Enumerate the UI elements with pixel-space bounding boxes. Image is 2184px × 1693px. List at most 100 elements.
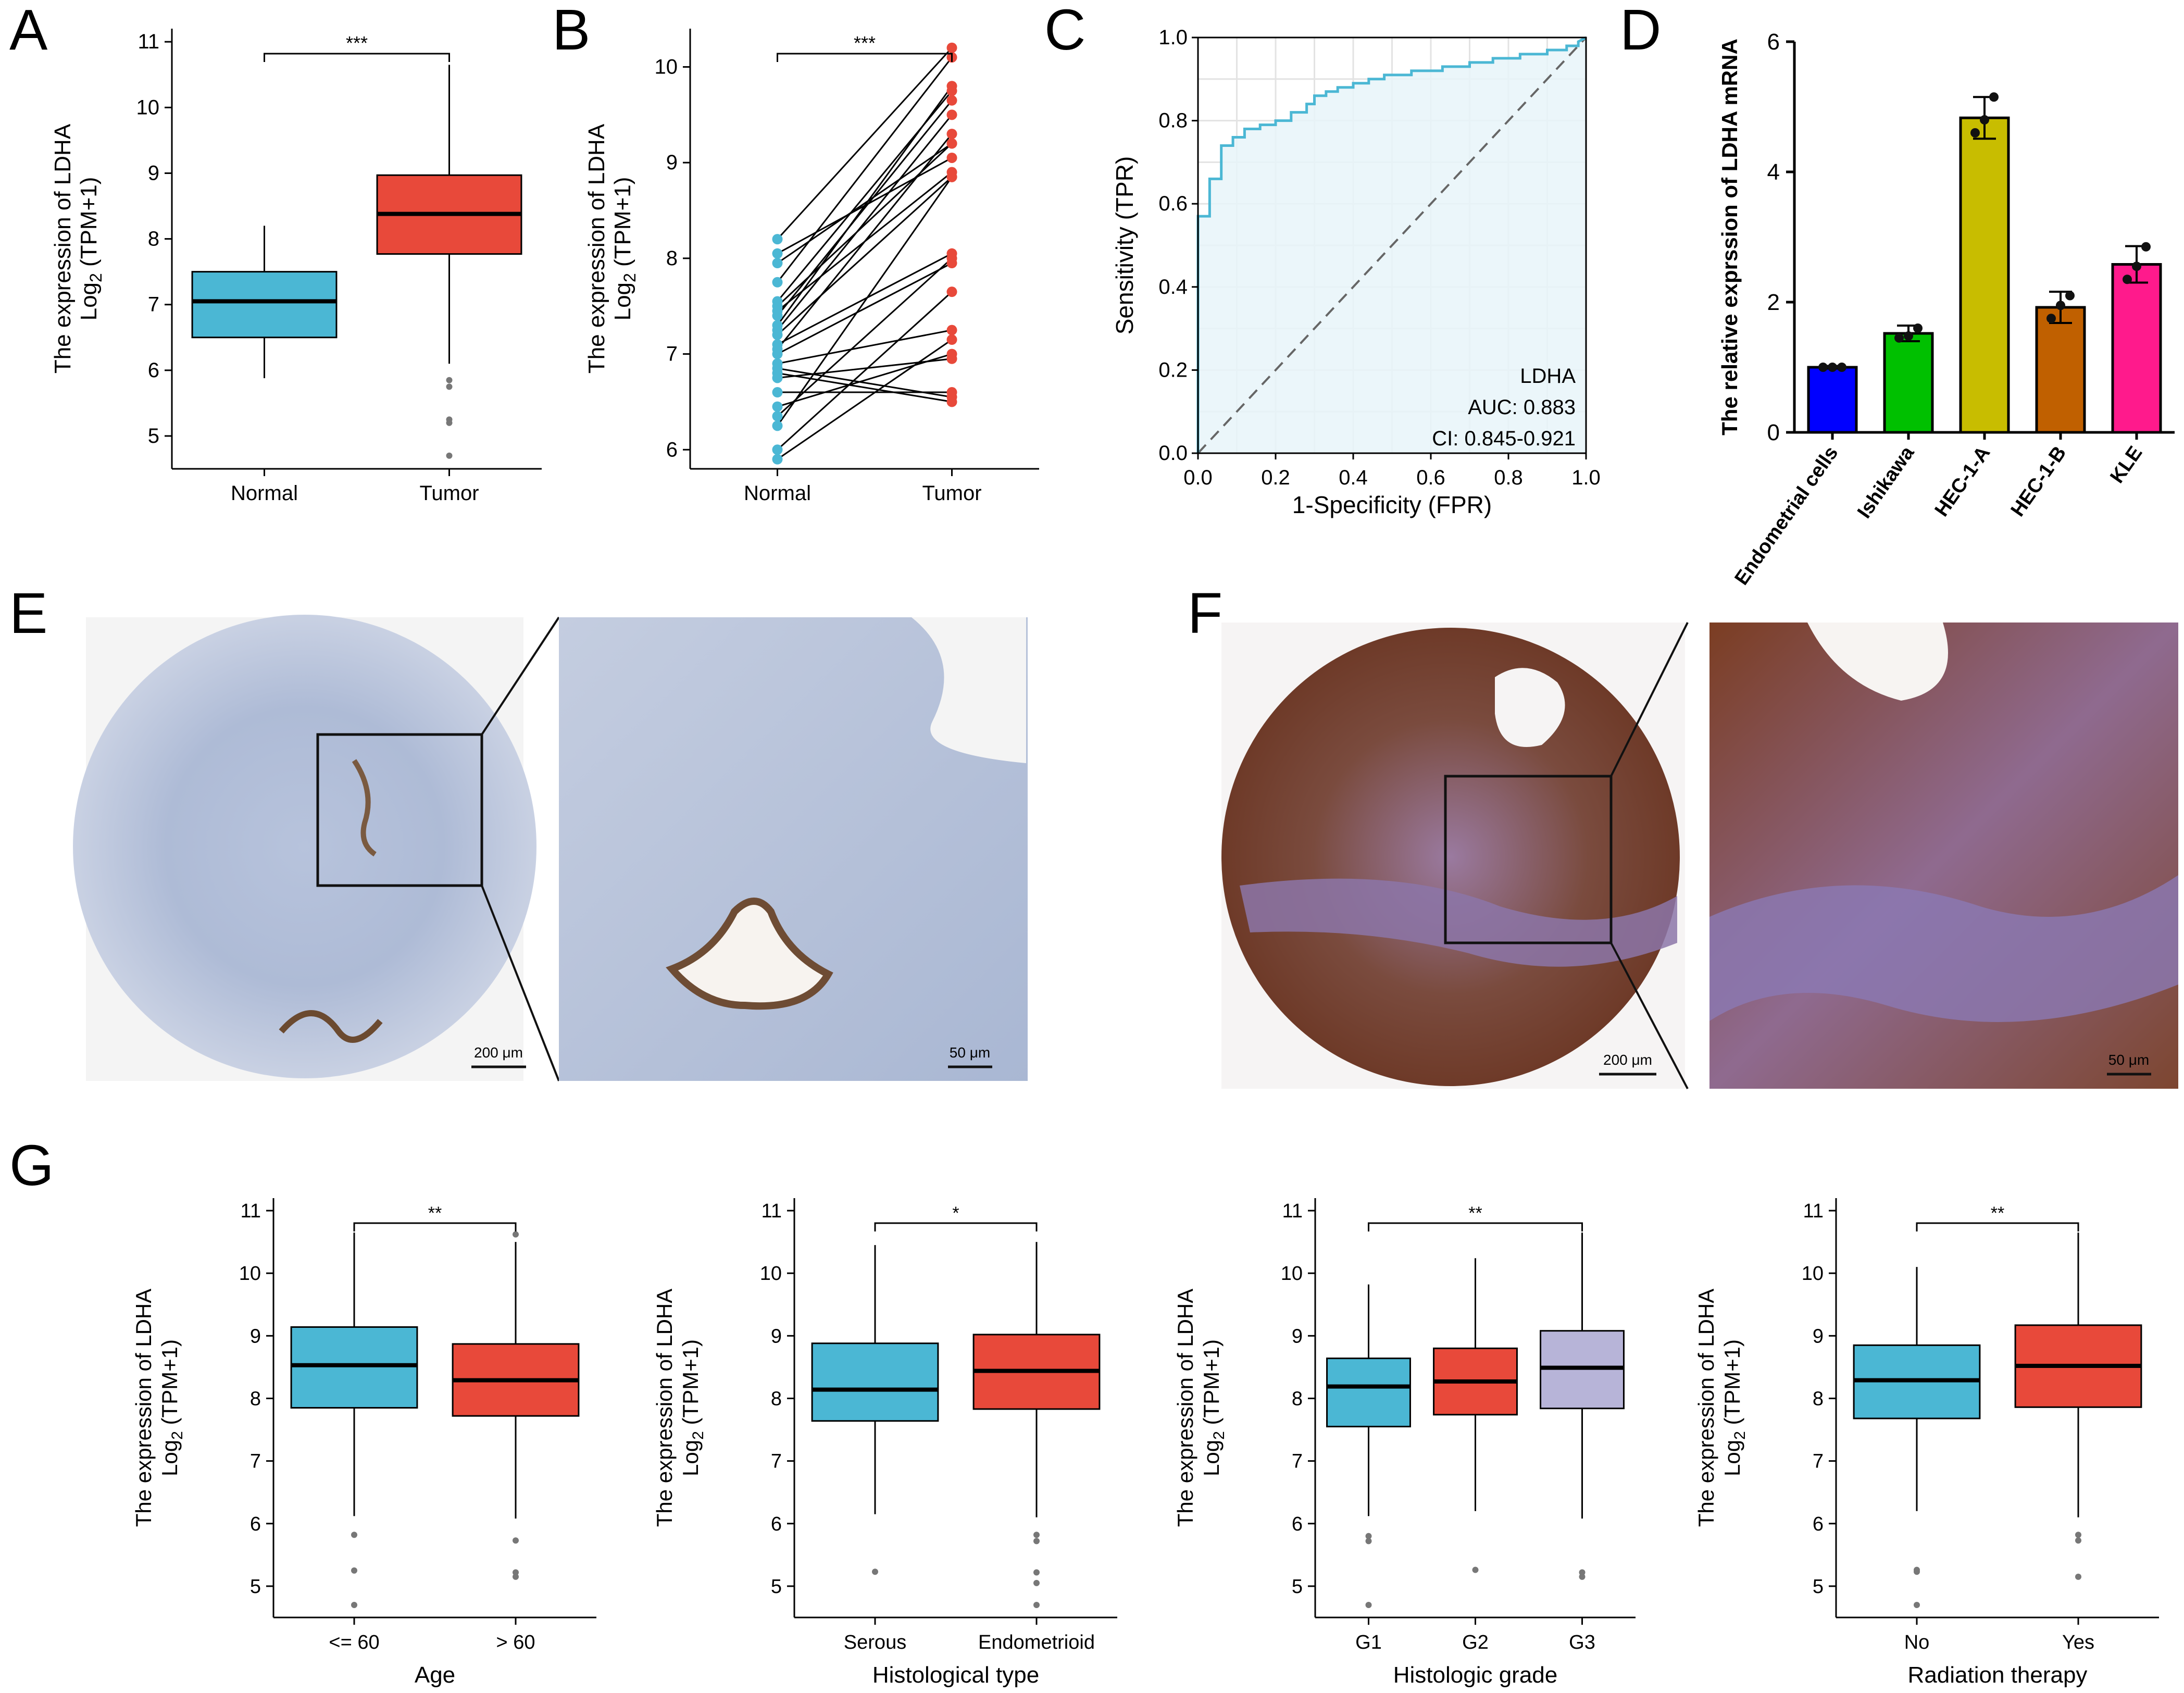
replicate-point	[2056, 301, 2065, 310]
y-axis-title-subscript: 2	[620, 273, 639, 282]
box-0	[191, 271, 338, 339]
y-tick-label: 10	[1802, 1263, 1824, 1285]
significance-bracket	[1916, 1222, 2079, 1231]
ihc-panel-f: 200 μm 50 μm	[1221, 622, 2178, 1089]
outlier-point	[446, 452, 453, 459]
replicate-point	[1989, 92, 1999, 102]
y-tick-label: 0.6	[1158, 192, 1188, 215]
ihc-f-zoom-box	[1444, 775, 1613, 944]
tumor-point	[946, 95, 957, 106]
x-tick-label: Tumor	[419, 482, 479, 505]
y-tick-label: 9	[771, 1325, 782, 1347]
pair-line	[777, 143, 953, 264]
y-tick-label: 5	[250, 1576, 261, 1598]
normal-point	[772, 348, 783, 359]
y-tick-label: 10	[1281, 1263, 1303, 1285]
outlier-point	[1033, 1579, 1040, 1586]
y-axis-title: The expression of LDHA	[1694, 1289, 1718, 1527]
y-axis-title-line2: Log2 (TPM+1)	[610, 177, 639, 321]
tumor-point	[946, 152, 957, 163]
y-tick-label: 0.8	[1158, 109, 1188, 132]
y-tick-label: 9	[1292, 1325, 1303, 1347]
y-axis-title: The expression of LDHA	[1173, 1289, 1197, 1527]
outlier-point	[1365, 1538, 1372, 1545]
panel-letter-g: G	[9, 1134, 54, 1198]
x-axis-title: 1-Specificity (FPR)	[1292, 491, 1492, 518]
replicate-point	[2065, 291, 2075, 301]
normal-point	[772, 329, 783, 340]
y-axis-title-unit: (TPM+1)	[76, 177, 102, 273]
x-tick-label: 0.2	[1261, 466, 1290, 489]
ihc-f-stroma-band	[1240, 878, 1677, 967]
tumor-point	[946, 109, 957, 120]
y-tick-label: 7	[1292, 1451, 1303, 1473]
outlier-point	[1579, 1569, 1586, 1576]
y-tick-label: 6	[1292, 1513, 1303, 1535]
y-axis-title-log: Log	[76, 282, 102, 320]
pair-line	[777, 114, 953, 331]
y-axis-title-subscript: 2	[169, 1431, 186, 1440]
x-tick-label: 0.4	[1339, 466, 1368, 489]
y-tick-label: 11	[762, 1200, 782, 1222]
boxplot-radiation-therapy: 5 6 7 8 9 10 11 No Yes Radiation therapy The expre…	[1694, 1198, 2159, 1688]
significance-label: **	[1468, 1203, 1482, 1223]
outlier-point	[1914, 1568, 1920, 1575]
significance-label: **	[1991, 1203, 2004, 1223]
pair-line	[777, 372, 952, 403]
outlier-point	[1579, 1573, 1586, 1580]
pair-line	[777, 339, 953, 460]
legend-series-name: LDHA	[1520, 365, 1576, 388]
replicate-point	[1913, 323, 1923, 333]
panel-letter-d: D	[1620, 0, 1661, 62]
y-tick-label: 4	[1767, 159, 1780, 185]
outlier-point	[1472, 1566, 1479, 1573]
ihc-f-white-gap	[1495, 668, 1565, 747]
y-tick-label: 0.0	[1158, 442, 1188, 465]
outlier-point	[1365, 1533, 1372, 1539]
normal-point	[772, 248, 783, 259]
x-tick-label: Ishikawa	[1853, 442, 1919, 522]
normal-point	[772, 310, 783, 321]
ihc-e-zoom-box	[316, 733, 483, 887]
x-tick-label: > 60	[496, 1632, 535, 1653]
outlier-point	[446, 383, 453, 390]
bar-2	[1959, 116, 2010, 434]
ihc-f-tissue-core	[1221, 628, 1680, 1086]
box-0	[1326, 1358, 1411, 1428]
panel-letter-a: A	[9, 0, 48, 62]
y-tick-label: 7	[771, 1451, 782, 1473]
significance-bracket	[777, 53, 953, 62]
paired-scatter-normal-vs-tumor: 6 7 8 9 10 Normal Tumor The expression of LDHA L…	[584, 29, 1039, 505]
y-axis-title-line2: Log2 (TPM+1)	[76, 177, 105, 321]
replicate-point	[1980, 115, 1989, 125]
y-tick-label: 6	[148, 359, 159, 382]
bar-4	[2111, 263, 2162, 434]
y-tick-label: 1.0	[1158, 26, 1188, 49]
boxplot-age: 5 6 7 8 9 10 11 <= 60 > 60 Age The expression of L…	[131, 1198, 596, 1688]
y-tick-label: 10	[760, 1263, 782, 1285]
bar-3	[2035, 306, 2086, 434]
roc-curve-chart: 0.00.0 0.2 0.2 0.4 0.4 0.6 0.6 0.8 0.8 1.0 1.0 1-Sp…	[1111, 26, 1601, 518]
panel-letter-f: F	[1188, 581, 1222, 645]
panel-letter-c: C	[1044, 0, 1085, 62]
y-axis-title: The expression of LDHA	[652, 1289, 677, 1527]
y-axis-title: Sensitivity (TPR)	[1111, 156, 1138, 334]
outlier-point	[1033, 1538, 1040, 1545]
outlier-point	[351, 1532, 357, 1538]
outlier-point	[446, 419, 453, 426]
tumor-point	[946, 287, 957, 297]
pair-line	[777, 291, 953, 451]
significance-bracket	[874, 1222, 1038, 1231]
pair-line	[777, 47, 953, 240]
significance-label: ***	[854, 32, 876, 54]
outlier-point	[1033, 1532, 1040, 1538]
y-tick-label: 8	[250, 1388, 261, 1410]
y-axis-title-unit: (TPM+1)	[678, 1339, 703, 1431]
pair-line	[777, 57, 953, 283]
tumor-point	[946, 42, 957, 53]
ihc-e-gland	[279, 1010, 383, 1043]
y-tick-label: 8	[148, 228, 159, 251]
outlier-point	[1033, 1569, 1040, 1576]
pair-line	[777, 353, 952, 408]
replicate-point	[2123, 275, 2132, 284]
